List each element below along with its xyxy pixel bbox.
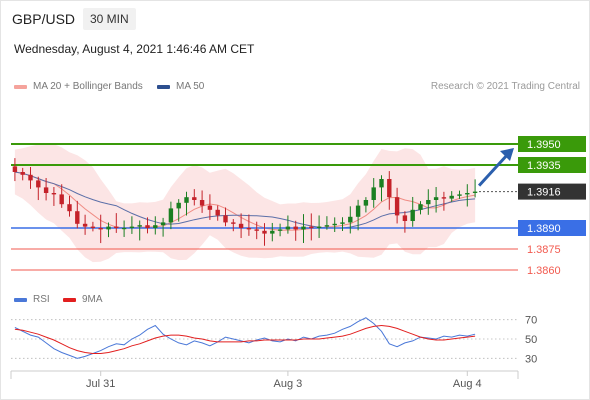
forecast-arrow-shaft <box>477 152 510 187</box>
candle-body <box>340 222 345 224</box>
candle-body <box>98 228 103 230</box>
candle-body <box>43 187 49 193</box>
candle-body <box>215 209 220 216</box>
candle-body <box>465 193 470 195</box>
candle-body <box>231 222 236 224</box>
candle-body <box>207 205 213 210</box>
rsi-label: RSI <box>33 294 50 305</box>
candle-body <box>160 222 166 226</box>
candle-body <box>449 195 454 199</box>
candle-body <box>262 230 267 234</box>
candle-body <box>379 179 384 188</box>
candle-body <box>199 200 205 206</box>
legend-rsi: RSI <box>14 294 50 305</box>
rsi-ma-swatch <box>63 297 76 302</box>
ma50-label: MA 50 <box>176 81 205 92</box>
candle-body <box>426 200 431 205</box>
legend-ma20: MA 20 + Bollinger Bands <box>14 81 143 92</box>
datetime-label: Wednesday, August 4, 2021 1:46:46 AM CET <box>14 42 255 56</box>
candle-body <box>90 226 96 228</box>
candle-body <box>36 180 41 188</box>
candle-body <box>129 226 135 228</box>
candle-body <box>402 215 408 221</box>
candle-body <box>106 226 111 230</box>
x-axis-label: Jul 31 <box>86 378 115 390</box>
pivot-label-box <box>518 220 586 236</box>
timeframe-badge[interactable]: 30 MIN <box>83 8 136 30</box>
candle-body <box>371 187 376 200</box>
candle-body <box>145 225 150 228</box>
candle-body <box>254 229 259 231</box>
candle-body <box>418 204 423 210</box>
rsi-ma-label: 9MA <box>82 294 103 305</box>
candle-body <box>277 229 283 231</box>
x-axis-label: Aug 4 <box>453 378 482 390</box>
candle-body <box>472 191 478 193</box>
candle-body <box>293 226 298 230</box>
rsi-axis-label: 30 <box>525 353 537 365</box>
symbol-title: GBP/USD <box>12 11 76 27</box>
candle-body <box>223 215 228 223</box>
candle-body <box>394 197 400 216</box>
candle-body <box>20 172 25 175</box>
candle-body <box>67 204 72 212</box>
candle-body <box>168 208 174 223</box>
candle-body <box>270 230 275 234</box>
candle-body <box>285 226 291 230</box>
candle-body <box>59 194 64 205</box>
rsi-ma-line <box>14 324 476 354</box>
candle-body <box>82 223 88 227</box>
candle-body <box>192 197 197 200</box>
candle-body <box>387 179 392 198</box>
bollinger-band <box>14 143 476 263</box>
candle-body <box>176 202 181 209</box>
current-price-label: 1.3916 <box>527 187 561 199</box>
current-price-box <box>518 183 586 200</box>
candle-body <box>184 197 189 203</box>
legend-rsi-ma: 9MA <box>63 294 103 305</box>
candle-body <box>457 194 462 196</box>
legend-ma50: MA 50 <box>157 81 204 92</box>
candle-body <box>301 226 306 230</box>
candle-body <box>246 228 252 230</box>
candle-body <box>114 226 119 228</box>
candle-body <box>433 197 439 200</box>
candle-body <box>238 223 244 228</box>
candle-body <box>51 193 57 195</box>
candle-body <box>28 174 33 181</box>
candle-body <box>12 166 18 172</box>
research-credit: Research © 2021 Trading Central <box>430 81 580 92</box>
candle-body <box>316 226 322 228</box>
candle-body <box>410 209 415 221</box>
ma50-swatch <box>157 84 170 89</box>
candle-body <box>441 197 447 199</box>
candle-body <box>153 225 158 228</box>
rsi-axis-label: 70 <box>525 315 537 327</box>
candle-body <box>332 223 337 226</box>
candle-body <box>348 216 353 223</box>
support-1-label: 1.3875 <box>527 244 561 256</box>
candle-body <box>324 225 330 227</box>
candle-body <box>75 211 80 224</box>
ma20-swatch <box>14 84 27 89</box>
rsi-axis-label: 50 <box>525 334 537 346</box>
x-axis-label: Aug 3 <box>274 378 303 390</box>
candle-body <box>309 226 314 228</box>
resistance-2-label: 1.3950 <box>527 139 561 151</box>
forecast-arrow-head <box>500 148 514 161</box>
ma20-label: MA 20 + Bollinger Bands <box>33 81 143 92</box>
resistance-2-label-box <box>518 136 586 152</box>
support-2-label: 1.3860 <box>527 265 561 277</box>
resistance-1-label-box <box>518 157 586 173</box>
candle-body <box>121 228 127 230</box>
resistance-1-label: 1.3935 <box>527 160 561 172</box>
candle-body <box>363 200 369 206</box>
candle-body <box>355 205 361 217</box>
candle-body <box>137 225 142 227</box>
rsi-swatch <box>14 297 27 302</box>
pivot-label: 1.3890 <box>527 223 561 235</box>
